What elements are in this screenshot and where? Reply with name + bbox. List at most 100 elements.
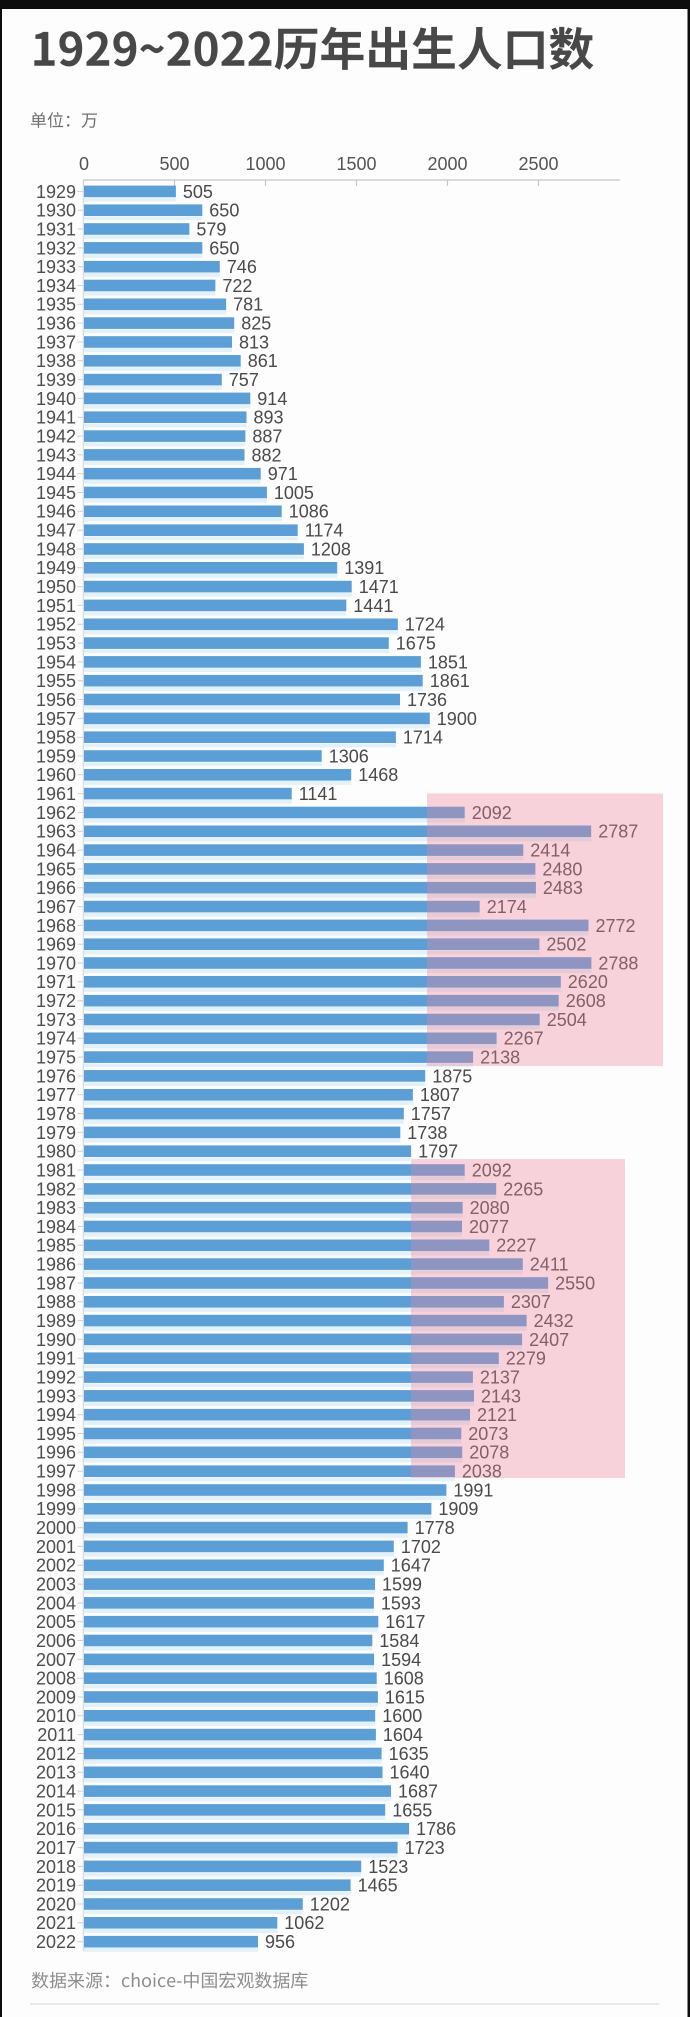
svg-text:2000: 2000 xyxy=(36,1518,76,1538)
svg-text:1963: 1963 xyxy=(36,822,76,842)
svg-text:1993: 1993 xyxy=(36,1386,76,1406)
svg-text:2012: 2012 xyxy=(36,1744,76,1764)
svg-text:1978: 1978 xyxy=(36,1104,76,1124)
svg-text:2009: 2009 xyxy=(36,1687,76,1707)
svg-text:2414: 2414 xyxy=(530,841,570,861)
svg-text:1992: 1992 xyxy=(36,1368,76,1388)
svg-text:2138: 2138 xyxy=(480,1048,520,1068)
svg-text:2007: 2007 xyxy=(36,1650,76,1670)
svg-text:2001: 2001 xyxy=(36,1537,76,1557)
svg-text:1968: 1968 xyxy=(36,916,76,936)
svg-text:1983: 1983 xyxy=(36,1198,76,1218)
svg-text:1962: 1962 xyxy=(36,803,76,823)
svg-text:1942: 1942 xyxy=(36,427,76,447)
svg-text:2022: 2022 xyxy=(36,1932,76,1952)
svg-text:1955: 1955 xyxy=(36,671,76,691)
svg-text:1005: 1005 xyxy=(274,483,314,503)
svg-text:1991: 1991 xyxy=(36,1349,76,1369)
svg-text:1937: 1937 xyxy=(36,332,76,352)
svg-text:1938: 1938 xyxy=(36,351,76,371)
svg-text:1714: 1714 xyxy=(403,728,443,748)
svg-text:2787: 2787 xyxy=(598,822,638,842)
svg-text:1995: 1995 xyxy=(36,1424,76,1444)
svg-text:1935: 1935 xyxy=(36,295,76,315)
svg-text:2267: 2267 xyxy=(504,1029,544,1049)
svg-text:1940: 1940 xyxy=(36,389,76,409)
svg-text:1971: 1971 xyxy=(36,972,76,992)
svg-text:914: 914 xyxy=(257,389,287,409)
svg-text:1635: 1635 xyxy=(389,1744,429,1764)
svg-text:1946: 1946 xyxy=(36,502,76,522)
svg-text:1959: 1959 xyxy=(36,746,76,766)
svg-text:2006: 2006 xyxy=(36,1631,76,1651)
svg-text:1960: 1960 xyxy=(36,765,76,785)
svg-text:1998: 1998 xyxy=(36,1480,76,1500)
svg-text:2092: 2092 xyxy=(472,803,512,823)
svg-text:1523: 1523 xyxy=(368,1857,408,1877)
svg-text:1951: 1951 xyxy=(36,596,76,616)
svg-text:2013: 2013 xyxy=(36,1763,76,1783)
svg-text:1647: 1647 xyxy=(391,1556,431,1576)
svg-text:1062: 1062 xyxy=(284,1913,324,1933)
svg-text:2020: 2020 xyxy=(36,1894,76,1914)
svg-text:1599: 1599 xyxy=(382,1575,422,1595)
svg-text:2010: 2010 xyxy=(36,1706,76,1726)
svg-text:1950: 1950 xyxy=(36,577,76,597)
svg-text:1970: 1970 xyxy=(36,953,76,973)
svg-text:1985: 1985 xyxy=(36,1236,76,1256)
svg-text:1851: 1851 xyxy=(428,652,468,672)
svg-text:1977: 1977 xyxy=(36,1085,76,1105)
svg-text:1969: 1969 xyxy=(36,935,76,955)
svg-text:1655: 1655 xyxy=(392,1800,432,1820)
svg-text:1944: 1944 xyxy=(36,464,76,484)
svg-text:1900: 1900 xyxy=(437,709,477,729)
svg-text:1306: 1306 xyxy=(329,746,369,766)
svg-text:1757: 1757 xyxy=(411,1104,451,1124)
svg-text:1736: 1736 xyxy=(407,690,447,710)
svg-text:1952: 1952 xyxy=(36,615,76,635)
svg-text:1807: 1807 xyxy=(420,1085,460,1105)
svg-text:1000: 1000 xyxy=(245,154,285,174)
svg-text:1974: 1974 xyxy=(36,1029,76,1049)
svg-text:1391: 1391 xyxy=(344,558,384,578)
svg-text:1941: 1941 xyxy=(36,408,76,428)
svg-text:1471: 1471 xyxy=(359,577,399,597)
svg-text:2502: 2502 xyxy=(546,935,586,955)
svg-text:1778: 1778 xyxy=(415,1518,455,1538)
svg-text:1961: 1961 xyxy=(36,784,76,804)
svg-text:2005: 2005 xyxy=(36,1612,76,1632)
svg-text:1964: 1964 xyxy=(36,841,76,861)
svg-text:1932: 1932 xyxy=(36,238,76,258)
svg-text:2279: 2279 xyxy=(506,1349,546,1369)
svg-text:1973: 1973 xyxy=(36,1010,76,1030)
svg-text:1174: 1174 xyxy=(305,521,344,541)
svg-text:2004: 2004 xyxy=(36,1593,76,1613)
svg-text:2608: 2608 xyxy=(566,991,606,1011)
svg-text:2411: 2411 xyxy=(530,1255,569,1275)
svg-text:1600: 1600 xyxy=(382,1706,422,1726)
svg-text:2092: 2092 xyxy=(472,1160,512,1180)
svg-text:2407: 2407 xyxy=(529,1330,569,1350)
svg-text:1958: 1958 xyxy=(36,728,76,748)
svg-text:971: 971 xyxy=(268,464,298,484)
svg-text:1702: 1702 xyxy=(401,1537,441,1557)
svg-text:2080: 2080 xyxy=(470,1198,510,1218)
svg-text:1999: 1999 xyxy=(36,1499,76,1519)
svg-text:1931: 1931 xyxy=(36,219,76,239)
svg-text:2077: 2077 xyxy=(469,1217,509,1237)
svg-text:1797: 1797 xyxy=(418,1142,458,1162)
svg-text:1202: 1202 xyxy=(310,1894,350,1914)
svg-text:2017: 2017 xyxy=(36,1838,76,1858)
svg-text:1208: 1208 xyxy=(311,539,351,559)
svg-text:1975: 1975 xyxy=(36,1048,76,1068)
svg-text:2121: 2121 xyxy=(477,1405,517,1425)
svg-text:1861: 1861 xyxy=(430,671,470,691)
svg-text:1981: 1981 xyxy=(36,1160,76,1180)
svg-text:1608: 1608 xyxy=(384,1669,424,1689)
svg-text:1593: 1593 xyxy=(381,1593,421,1613)
svg-text:1786: 1786 xyxy=(416,1819,456,1839)
svg-text:1990: 1990 xyxy=(36,1330,76,1350)
svg-text:1086: 1086 xyxy=(289,502,329,522)
svg-text:1939: 1939 xyxy=(36,370,76,390)
svg-text:781: 781 xyxy=(233,295,263,315)
